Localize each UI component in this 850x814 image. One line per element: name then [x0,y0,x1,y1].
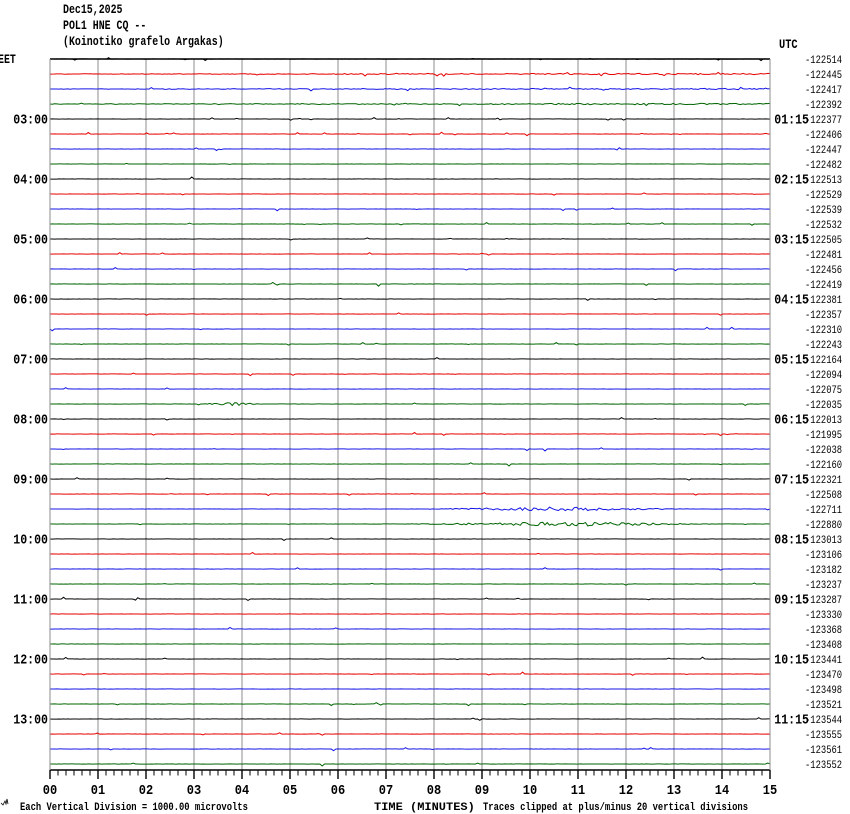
svg-text:01:15: 01:15 [774,114,809,129]
svg-text:-123182: -123182 [805,565,842,577]
svg-text:-122417: -122417 [805,85,842,97]
svg-text:-123237: -123237 [805,580,842,592]
svg-text:-122164: -122164 [805,355,842,367]
svg-text:-122513: -122513 [805,175,842,187]
svg-text:05:15: 05:15 [774,354,809,369]
svg-text:-122321: -122321 [805,475,842,487]
svg-text:11:15: 11:15 [774,714,809,729]
svg-text:-122508: -122508 [805,490,842,502]
svg-text:04: 04 [235,783,249,799]
svg-text:POL1 HNE CQ --: POL1 HNE CQ -- [63,18,146,33]
svg-text:13: 13 [667,783,681,799]
svg-text:-123498: -123498 [805,685,842,697]
svg-text:12:00: 12:00 [13,654,48,669]
svg-text:-123544: -123544 [805,715,842,727]
svg-text:-122381: -122381 [805,295,842,307]
svg-text:02: 02 [139,783,153,799]
svg-text:12: 12 [619,783,633,799]
svg-text:-122482: -122482 [805,160,842,172]
svg-text:05: 05 [283,783,297,799]
svg-text:-123408: -123408 [805,640,842,652]
svg-text:-122406: -122406 [805,130,842,142]
svg-text:-123552: -123552 [805,760,842,772]
svg-text:02:15: 02:15 [774,174,809,189]
svg-text:15: 15 [763,783,777,799]
svg-text:-122514: -122514 [805,55,842,67]
svg-text:Dec15,2025: Dec15,2025 [63,2,123,17]
svg-text:Each Vertical Division = 1000.: Each Vertical Division = 1000.00 microvo… [20,802,248,814]
svg-text:07: 07 [379,783,393,799]
svg-text:TIME (MINUTES): TIME (MINUTES) [374,802,475,814]
svg-text:-123287: -123287 [805,595,842,607]
svg-text:-122711: -122711 [805,505,842,517]
svg-text:10:15: 10:15 [774,654,809,669]
svg-text:06:00: 06:00 [13,294,48,309]
svg-text:10:00: 10:00 [13,534,48,549]
svg-text:00: 00 [43,783,57,799]
svg-text:03:00: 03:00 [13,114,48,129]
svg-text:UTC: UTC [779,37,798,52]
svg-text:-122419: -122419 [805,280,842,292]
svg-text:-123013: -123013 [805,535,842,547]
svg-text:-122377: -122377 [805,115,842,127]
svg-text:-122357: -122357 [805,310,842,322]
svg-text:-123561: -123561 [805,745,842,757]
svg-text:-122075: -122075 [805,385,842,397]
svg-text:07:15: 07:15 [774,474,809,489]
svg-text:03:15: 03:15 [774,234,809,249]
svg-text:11:00: 11:00 [13,594,48,609]
svg-text:EET: EET [0,52,16,67]
svg-text:-122539: -122539 [805,205,842,217]
svg-text:(Koinotiko grafelo Argakas): (Koinotiko grafelo Argakas) [63,34,224,49]
svg-text:-122013: -122013 [805,415,842,427]
svg-text:-121995: -121995 [805,430,842,442]
svg-text:-122505: -122505 [805,235,842,247]
svg-text:08:00: 08:00 [13,414,48,429]
svg-text:-123106: -123106 [805,550,842,562]
svg-text:10: 10 [523,783,537,799]
svg-text:14: 14 [715,783,729,799]
svg-text:11: 11 [571,783,585,799]
svg-text:-123330: -123330 [805,610,842,622]
svg-text:-123441: -123441 [805,655,842,667]
svg-text:-122456: -122456 [805,265,842,277]
svg-text:-122529: -122529 [805,190,842,202]
svg-text:-123368: -123368 [805,625,842,637]
svg-text:Traces clipped at plus/minus 2: Traces clipped at plus/minus 20 vertical… [483,802,748,814]
svg-text:09: 09 [475,783,489,799]
svg-text:-123555: -123555 [805,730,842,742]
svg-text:08: 08 [427,783,441,799]
svg-text:-122035: -122035 [805,400,842,412]
svg-text:09:15: 09:15 [774,594,809,609]
svg-text:-122038: -122038 [805,445,842,457]
svg-text:08:15: 08:15 [774,534,809,549]
svg-text:-122094: -122094 [805,370,842,382]
svg-text:04:15: 04:15 [774,294,809,309]
svg-text:-122243: -122243 [805,340,842,352]
svg-text:06: 06 [331,783,345,799]
svg-text:-122310: -122310 [805,325,842,337]
svg-text:03: 03 [187,783,201,799]
svg-text:07:00: 07:00 [13,354,48,369]
svg-text:-122392: -122392 [805,100,842,112]
svg-text:04:00: 04:00 [13,174,48,189]
svg-text:-122880: -122880 [805,520,842,532]
svg-text:-122447: -122447 [805,145,842,157]
svg-text:09:00: 09:00 [13,474,48,489]
svg-text:13:00: 13:00 [13,714,48,729]
svg-text:-122481: -122481 [805,250,842,262]
svg-text:05:00: 05:00 [13,234,48,249]
svg-text:01: 01 [91,783,105,799]
svg-text:06:15: 06:15 [774,414,809,429]
svg-text:-123521: -123521 [805,700,842,712]
svg-text:-122160: -122160 [805,460,842,472]
svg-text:-122445: -122445 [805,70,842,82]
svg-text:-122532: -122532 [805,220,842,232]
svg-text:-123470: -123470 [805,670,842,682]
